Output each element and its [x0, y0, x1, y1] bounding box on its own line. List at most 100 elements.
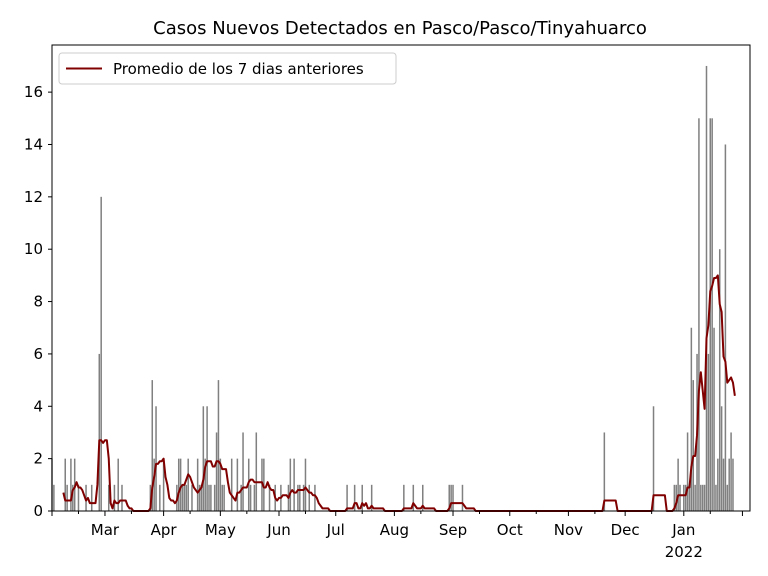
bar: [677, 458, 679, 511]
bar: [724, 144, 727, 512]
bar: [673, 484, 676, 511]
bar: [121, 484, 123, 511]
bar: [153, 458, 155, 511]
bar: [217, 380, 220, 511]
bar: [155, 406, 157, 511]
bar: [452, 484, 454, 511]
bar: [98, 353, 101, 511]
bar: [113, 484, 116, 511]
bar: [715, 484, 717, 511]
bar: [223, 484, 225, 511]
bar: [700, 484, 702, 511]
bar: [304, 458, 307, 511]
chart-title: Casos Nuevos Detectados en Pasco/Pasco/T…: [153, 18, 647, 39]
bar: [679, 484, 681, 511]
y-tick-label: 12: [24, 188, 43, 206]
line-layer: [62, 274, 736, 512]
bar: [293, 458, 295, 511]
bar: [179, 458, 182, 511]
bar: [675, 484, 677, 511]
bar: [450, 484, 452, 511]
bar: [683, 484, 685, 511]
bar: [196, 458, 199, 511]
bar: [236, 458, 239, 511]
y-tick-label: 4: [33, 397, 43, 415]
bar: [183, 484, 186, 511]
bar: [353, 484, 356, 511]
bar: [151, 380, 154, 511]
bar: [603, 432, 606, 511]
x-tick-label: Nov: [554, 521, 583, 539]
bar: [100, 196, 102, 511]
bar: [730, 432, 732, 511]
x-tick-label: Oct: [497, 521, 523, 539]
bar: [701, 484, 704, 511]
bar: [268, 484, 271, 511]
bar: [230, 458, 233, 511]
y-tick-label: 0: [33, 502, 43, 520]
bar: [185, 484, 188, 511]
bar: [370, 484, 373, 511]
bar: [249, 484, 252, 511]
bar: [242, 432, 244, 511]
plot-frame: [51, 44, 751, 512]
y-tick-label: 14: [24, 135, 43, 153]
bar: [717, 458, 719, 511]
x-tick-label: Apr: [151, 521, 178, 539]
bar: [66, 484, 68, 511]
bar: [53, 484, 55, 511]
bar: [713, 327, 715, 511]
bar: [422, 484, 424, 511]
y-tick-label: 16: [24, 83, 43, 101]
bar: [705, 65, 708, 511]
bar: [289, 458, 292, 511]
bar: [187, 458, 189, 511]
bar: [253, 484, 256, 511]
bar: [208, 484, 210, 511]
bar: [711, 118, 713, 512]
bars-layer: [51, 65, 734, 512]
bar: [200, 484, 203, 511]
bar: [181, 484, 184, 511]
bar: [177, 458, 180, 511]
bar: [652, 406, 655, 511]
bar: [64, 458, 66, 511]
bar: [191, 484, 193, 511]
bar: [361, 484, 363, 511]
y-axis: 0 2 4 6 8 10 12 14 16: [24, 83, 52, 520]
bar: [690, 327, 693, 511]
x-tick-label: Jan: [671, 521, 695, 539]
bar: [302, 484, 305, 511]
bar: [722, 458, 725, 511]
bar: [707, 353, 710, 511]
bar: [461, 484, 464, 511]
x-tick-label: May: [205, 521, 236, 539]
y-tick-label: 8: [33, 293, 43, 311]
bar: [732, 458, 734, 511]
y-tick-label: 2: [33, 450, 43, 468]
bar: [215, 432, 218, 511]
bar: [213, 484, 216, 511]
bar: [692, 380, 695, 511]
y-tick-label: 6: [33, 345, 43, 363]
bar: [686, 432, 689, 511]
bar: [77, 484, 80, 511]
bar: [314, 484, 316, 511]
x-tick-label: Jun: [266, 521, 290, 539]
bar: [412, 484, 415, 511]
bar: [709, 118, 712, 512]
bar: [107, 484, 110, 511]
bar: [206, 406, 208, 511]
bar: [694, 484, 696, 511]
bar: [210, 484, 212, 511]
bar: [72, 484, 74, 511]
bar: [204, 458, 206, 511]
bar: [703, 484, 706, 511]
x-tick-label: Aug: [380, 521, 409, 539]
bar: [159, 484, 161, 511]
x-axis: Mar Apr May Jun Jul Aug Sep Oct Nov Dec Jan 2022: [51, 511, 743, 561]
bar: [308, 484, 311, 511]
bar: [255, 432, 258, 511]
bar: [448, 484, 450, 511]
